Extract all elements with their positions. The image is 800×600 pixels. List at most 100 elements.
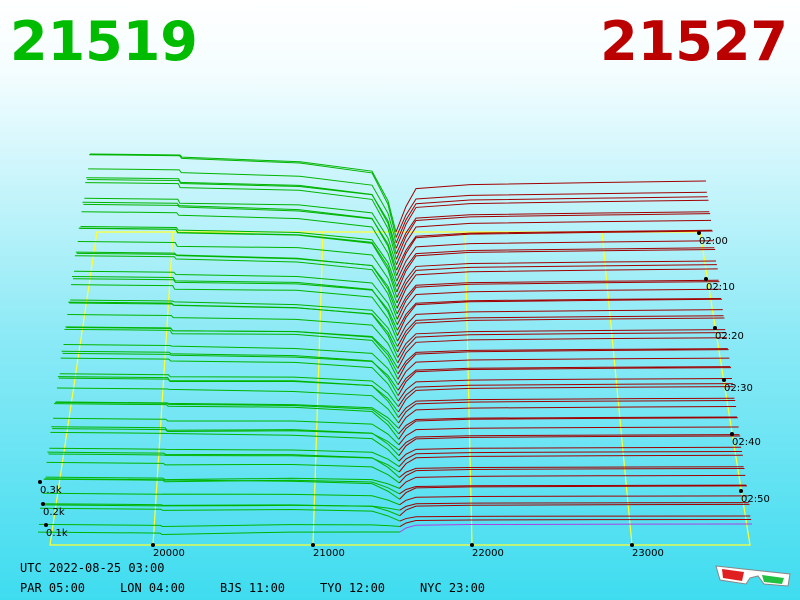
bid-depth-line <box>77 241 398 304</box>
ask-depth-line <box>397 377 732 402</box>
bid-depth-line <box>55 401 399 429</box>
bid-depth-line <box>56 387 399 424</box>
ask-depth-line <box>397 332 727 364</box>
axis-dot <box>630 543 634 547</box>
ask-depth-line <box>399 474 746 489</box>
bid-depth-line <box>48 453 400 473</box>
time-label: 02:30 <box>724 383 753 394</box>
ask-depth-line <box>396 298 722 336</box>
bid-depth-line <box>72 278 398 331</box>
time-zones: PAR 05:00 LON 04:00 BJS 11:00 TYO 12:00 NYC … <box>20 581 485 595</box>
ask-depth-line <box>399 523 753 533</box>
ask-depth-line <box>395 191 707 238</box>
ask-depth-line <box>397 383 733 407</box>
bid-depth-line <box>60 357 399 402</box>
axis-dot <box>470 543 474 547</box>
price-label: 23000 <box>632 548 664 559</box>
bid-depth-line <box>65 326 399 375</box>
ask-depth-line <box>398 466 744 478</box>
ask-depth-line <box>395 213 711 260</box>
zone-time: TYO 12:00 <box>320 581 385 595</box>
axis-dot <box>704 277 708 281</box>
bid-depth-line <box>40 503 400 517</box>
bid-depth-line <box>87 179 397 249</box>
ask-depth-line <box>397 367 732 396</box>
ask-depth-line <box>398 434 740 451</box>
ask-depth-line <box>399 503 750 517</box>
zone-time: PAR 05:00 <box>20 581 85 595</box>
ask-depth-line <box>395 211 710 255</box>
axis-dot <box>311 543 315 547</box>
glasses-red-lens <box>722 569 744 581</box>
ask-depth-line <box>397 317 725 353</box>
ask-depth-line <box>398 454 743 473</box>
bid-depth-line <box>78 227 398 298</box>
ask-depth-line <box>396 279 719 315</box>
ask-depth-line <box>399 502 749 511</box>
bid-depth-line <box>89 153 397 233</box>
price-label: 22000 <box>472 548 504 559</box>
depth-lines <box>37 153 753 535</box>
bid-depth-line <box>58 377 399 413</box>
axis-dot <box>697 231 701 235</box>
ask-depth-line <box>399 495 748 506</box>
bid-depth-line <box>86 177 397 254</box>
ask-depth-line <box>396 248 716 293</box>
ask-depth-line <box>397 386 734 413</box>
bid-depth-line <box>76 252 398 309</box>
bid-depth-line <box>85 182 397 260</box>
ask-depth-line <box>399 484 747 495</box>
bid-depth-line <box>37 531 401 535</box>
floor <box>49 231 751 546</box>
ask-depth-line <box>395 180 707 233</box>
zone-time: NYC 23:00 <box>420 581 485 595</box>
time-label: 02:50 <box>741 494 770 505</box>
bid-depth-line <box>38 523 400 528</box>
axis-dot <box>713 326 717 330</box>
ask-depth-line <box>398 446 742 462</box>
ask-depth-line <box>399 515 751 522</box>
zone-time: BJS 11:00 <box>220 581 285 595</box>
ask-depth-line <box>396 281 720 320</box>
axis-labels: 20000 21000 22000 23000 0.3k 0.2k 0.1k 02:00 02:… <box>38 231 770 559</box>
ask-depth-line <box>397 348 728 375</box>
bid-depth-line <box>59 373 399 407</box>
ask-depth-line <box>396 247 715 287</box>
axis-dot <box>739 489 743 493</box>
axis-dot <box>38 480 42 484</box>
ask-depth-line <box>398 467 745 484</box>
bid-depth-line <box>46 461 400 484</box>
ask-depth-line <box>396 230 713 276</box>
ask-depth-line <box>397 329 726 358</box>
bid-depth-line <box>54 403 400 440</box>
bid-depth-line <box>61 350 399 396</box>
bid-depth-line <box>42 492 400 506</box>
ask-depth-line <box>398 416 737 435</box>
bid-depth-line <box>73 270 398 325</box>
axis-dot <box>44 523 48 527</box>
time-label: 02:20 <box>715 331 744 342</box>
3d-glasses-icon[interactable] <box>715 565 791 587</box>
ask-depth-line <box>398 426 739 446</box>
bid-depth-line <box>49 447 400 467</box>
bid-depth-line <box>67 313 399 364</box>
bid-depth-line <box>72 275 398 336</box>
ask-depth-line <box>397 366 731 391</box>
grid-line <box>601 231 633 546</box>
time-label: 02:40 <box>732 437 761 448</box>
bid-depth-line <box>74 255 398 320</box>
axis-dot <box>41 502 45 506</box>
bid-depth-line <box>52 428 400 451</box>
depth-label: 0.2k <box>43 507 65 518</box>
bid-depth-line <box>57 376 399 418</box>
bid-depth-line <box>80 226 398 287</box>
bid-depth-line <box>50 431 400 462</box>
glasses-green-lens <box>762 575 784 584</box>
price-label: 20000 <box>153 548 185 559</box>
ask-depth-line <box>396 229 712 271</box>
ask-depth-line <box>397 315 724 347</box>
bid-depth-line <box>70 299 398 347</box>
ask-depth-line <box>398 397 735 418</box>
ask-depth-line <box>395 199 709 249</box>
